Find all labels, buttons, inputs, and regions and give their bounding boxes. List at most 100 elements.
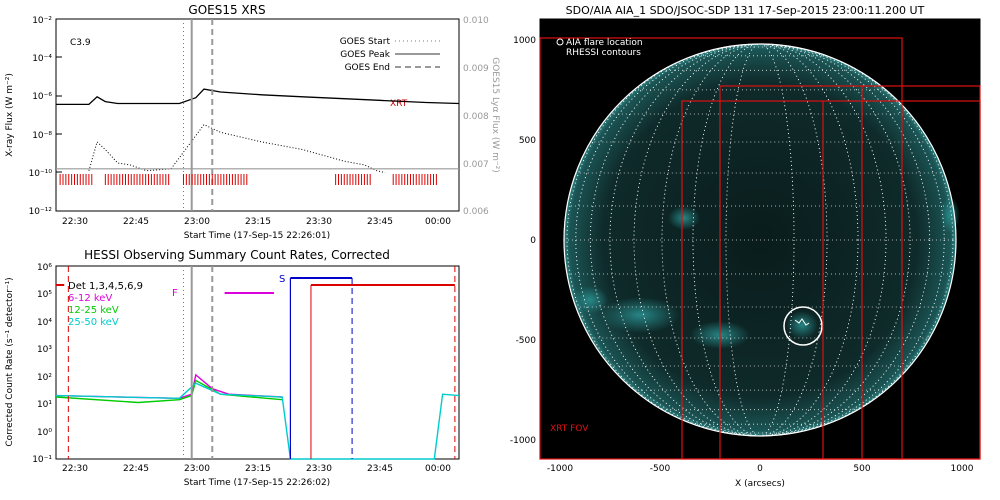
hessi-ytick: 10⁰	[37, 428, 52, 438]
aia-ytick: -1000	[510, 436, 536, 446]
hessi-plot-area	[55, 266, 460, 460]
goes-title: GOES15 XRS	[188, 3, 265, 17]
goes-y2tick: 0.009	[463, 64, 489, 74]
goes-legend-peak: GOES Peak	[340, 50, 390, 60]
aia-ytick: 0	[530, 236, 536, 246]
goes-ytick: 10⁻²	[32, 16, 52, 26]
aia-xtick: -500	[650, 464, 671, 474]
aia-legend-circle-icon	[556, 38, 564, 46]
goes-xtick: 23:00	[184, 217, 210, 227]
hessi-legend: Det 1,3,4,5,6,9 6-12 keV 12-25 keV 25-50…	[68, 281, 143, 328]
active-region	[600, 297, 680, 333]
goes-y2-ticks: 0.010 0.009 0.008 0.007 0.006	[463, 16, 489, 217]
hessi-legend-25-50: 25-50 keV	[68, 317, 119, 328]
hessi-xtick: 23:15	[245, 464, 271, 474]
grid-meridian	[725, 43, 795, 437]
hessi-xtick: 22:45	[123, 464, 149, 474]
hessi-title: HESSI Observing Summary Count Rates, Cor…	[84, 248, 390, 262]
aia-xtick: 500	[853, 464, 870, 474]
hessi-plot-frame	[55, 265, 460, 460]
goes-xrt-marker: XRT	[390, 99, 408, 109]
aia-y-ticks: 1000 500 0 -500 -1000	[510, 36, 536, 446]
hessi-xtick: 23:30	[306, 464, 332, 474]
hessi-ytick: 10⁶	[37, 263, 52, 273]
aia-ytick: 500	[519, 136, 536, 146]
aia-xtick: -1000	[547, 464, 573, 474]
heliographic-grid	[564, 43, 956, 437]
goes-ytick: 10⁻¹²	[29, 207, 53, 217]
hessi-legend-12-25: 12-25 keV	[68, 305, 119, 316]
active-region	[572, 286, 608, 314]
hessi-xtick: 23:45	[367, 464, 393, 474]
goes-y2-label: GOES15 Lyα Flux (W m⁻²)	[490, 57, 500, 173]
hessi-ytick: 10³	[37, 345, 52, 355]
aia-ytick: 1000	[513, 36, 536, 46]
goes-ytick: 10⁻¹⁰	[29, 169, 53, 179]
goes-y-ticks: 10⁻² 10⁻⁴ 10⁻⁶ 10⁻⁸ 10⁻¹⁰ 10⁻¹²	[29, 16, 53, 217]
aia-legend-rhessi: RHESSI contours	[566, 48, 641, 58]
hessi-xtick: 22:30	[62, 464, 88, 474]
hessi-flag-s: S	[279, 274, 285, 285]
goes-class-label: C3.9	[70, 38, 91, 48]
active-region	[786, 311, 818, 339]
hessi-x-ticks: 22:30 22:45 23:00 23:15 23:30 23:45 00:0…	[62, 464, 451, 474]
aia-legend-flare: AIA flare location	[566, 38, 643, 48]
hessi-ytick: 10⁵	[37, 290, 52, 300]
goes-y-label: X-ray Flux (W m⁻²)	[5, 73, 15, 157]
goes-xtick: 00:00	[425, 217, 451, 227]
aia-x-ticks: -1000 -500 0 500 1000	[547, 464, 974, 474]
goes-y2tick: 0.010	[463, 16, 489, 26]
goes-legend-end: GOES End	[345, 63, 390, 73]
hessi-flag-f: F	[172, 288, 178, 299]
goes-ytick: 10⁻⁸	[32, 131, 52, 141]
hessi-panel: HESSI Observing Summary Count Rates, Cor…	[5, 248, 460, 488]
goes-y2tick: 0.008	[463, 112, 489, 122]
grid-meridian	[633, 43, 887, 437]
hessi-ytick: 10¹	[37, 400, 52, 410]
hessi-series-line	[55, 379, 283, 404]
active-region	[940, 197, 960, 233]
aia-x-label: X (arcsecs)	[735, 479, 785, 489]
active-region	[668, 206, 700, 230]
goes-xtick: 22:45	[123, 217, 149, 227]
hessi-legend-det: Det 1,3,4,5,6,9	[68, 281, 143, 292]
goes-y-tickmarks	[56, 18, 62, 212]
goes-legend: GOES Start GOES Peak GOES End	[340, 37, 440, 73]
hessi-y-label: Corrected Count Rate (s⁻¹ detector⁻¹)	[5, 277, 15, 446]
hessi-ytick: 10⁻¹	[32, 455, 52, 465]
goes-plot-frame	[55, 18, 460, 212]
hessi-xtick: 00:00	[425, 464, 451, 474]
hessi-ytick: 10⁴	[37, 318, 52, 328]
active-regions	[572, 197, 960, 349]
goes-xtick: 23:15	[245, 217, 271, 227]
rhessi-contour	[794, 318, 810, 326]
hessi-ytick: 10²	[37, 373, 52, 383]
goes-x-label: Start Time (17-Sep-15 22:26:01)	[184, 231, 330, 241]
xrt-fov-box	[719, 85, 981, 460]
goes-ytick: 10⁻⁴	[32, 54, 52, 64]
aia-legend: AIA flare location RHESSI contours	[556, 38, 643, 58]
aia-fov-label: XRT FOV	[550, 424, 589, 434]
hessi-y-ticks: 10⁶ 10⁵ 10⁴ 10³ 10² 10¹ 10⁰ 10⁻¹	[32, 263, 52, 465]
aia-flare-location-circle	[783, 306, 823, 346]
hessi-series-line	[55, 382, 460, 460]
solar-limb	[563, 43, 957, 437]
xrt-fov-boxes	[539, 37, 981, 460]
goes-legend-start: GOES Start	[340, 37, 391, 47]
hessi-xtick: 23:00	[184, 464, 210, 474]
goes-ytick: 10⁻⁶	[32, 92, 52, 102]
aia-ytick: -500	[516, 336, 537, 346]
aia-xtick: 0	[757, 464, 763, 474]
grid-meridian	[661, 43, 859, 437]
goes-y2tick: 0.007	[463, 160, 489, 170]
goes-xtick: 23:45	[367, 217, 393, 227]
aia-title: SDO/AIA AIA_1 SDO/JSOC-SDP 131 17-Sep-20…	[566, 4, 925, 17]
hessi-legend-6-12: 6-12 keV	[68, 293, 112, 304]
goes-panel: GOES15 XRS 10⁻² 10⁻⁴ 10⁻⁶ 10⁻⁸ 10⁻¹⁰ 10⁻…	[5, 3, 500, 241]
goes-series-line	[56, 88, 460, 106]
aia-xtick: 1000	[951, 464, 974, 474]
aia-panel: SDO/AIA AIA_1 SDO/JSOC-SDP 131 17-Sep-20…	[510, 4, 981, 489]
goes-y2tick: 0.006	[463, 207, 489, 217]
goes-plot-area	[56, 19, 460, 211]
